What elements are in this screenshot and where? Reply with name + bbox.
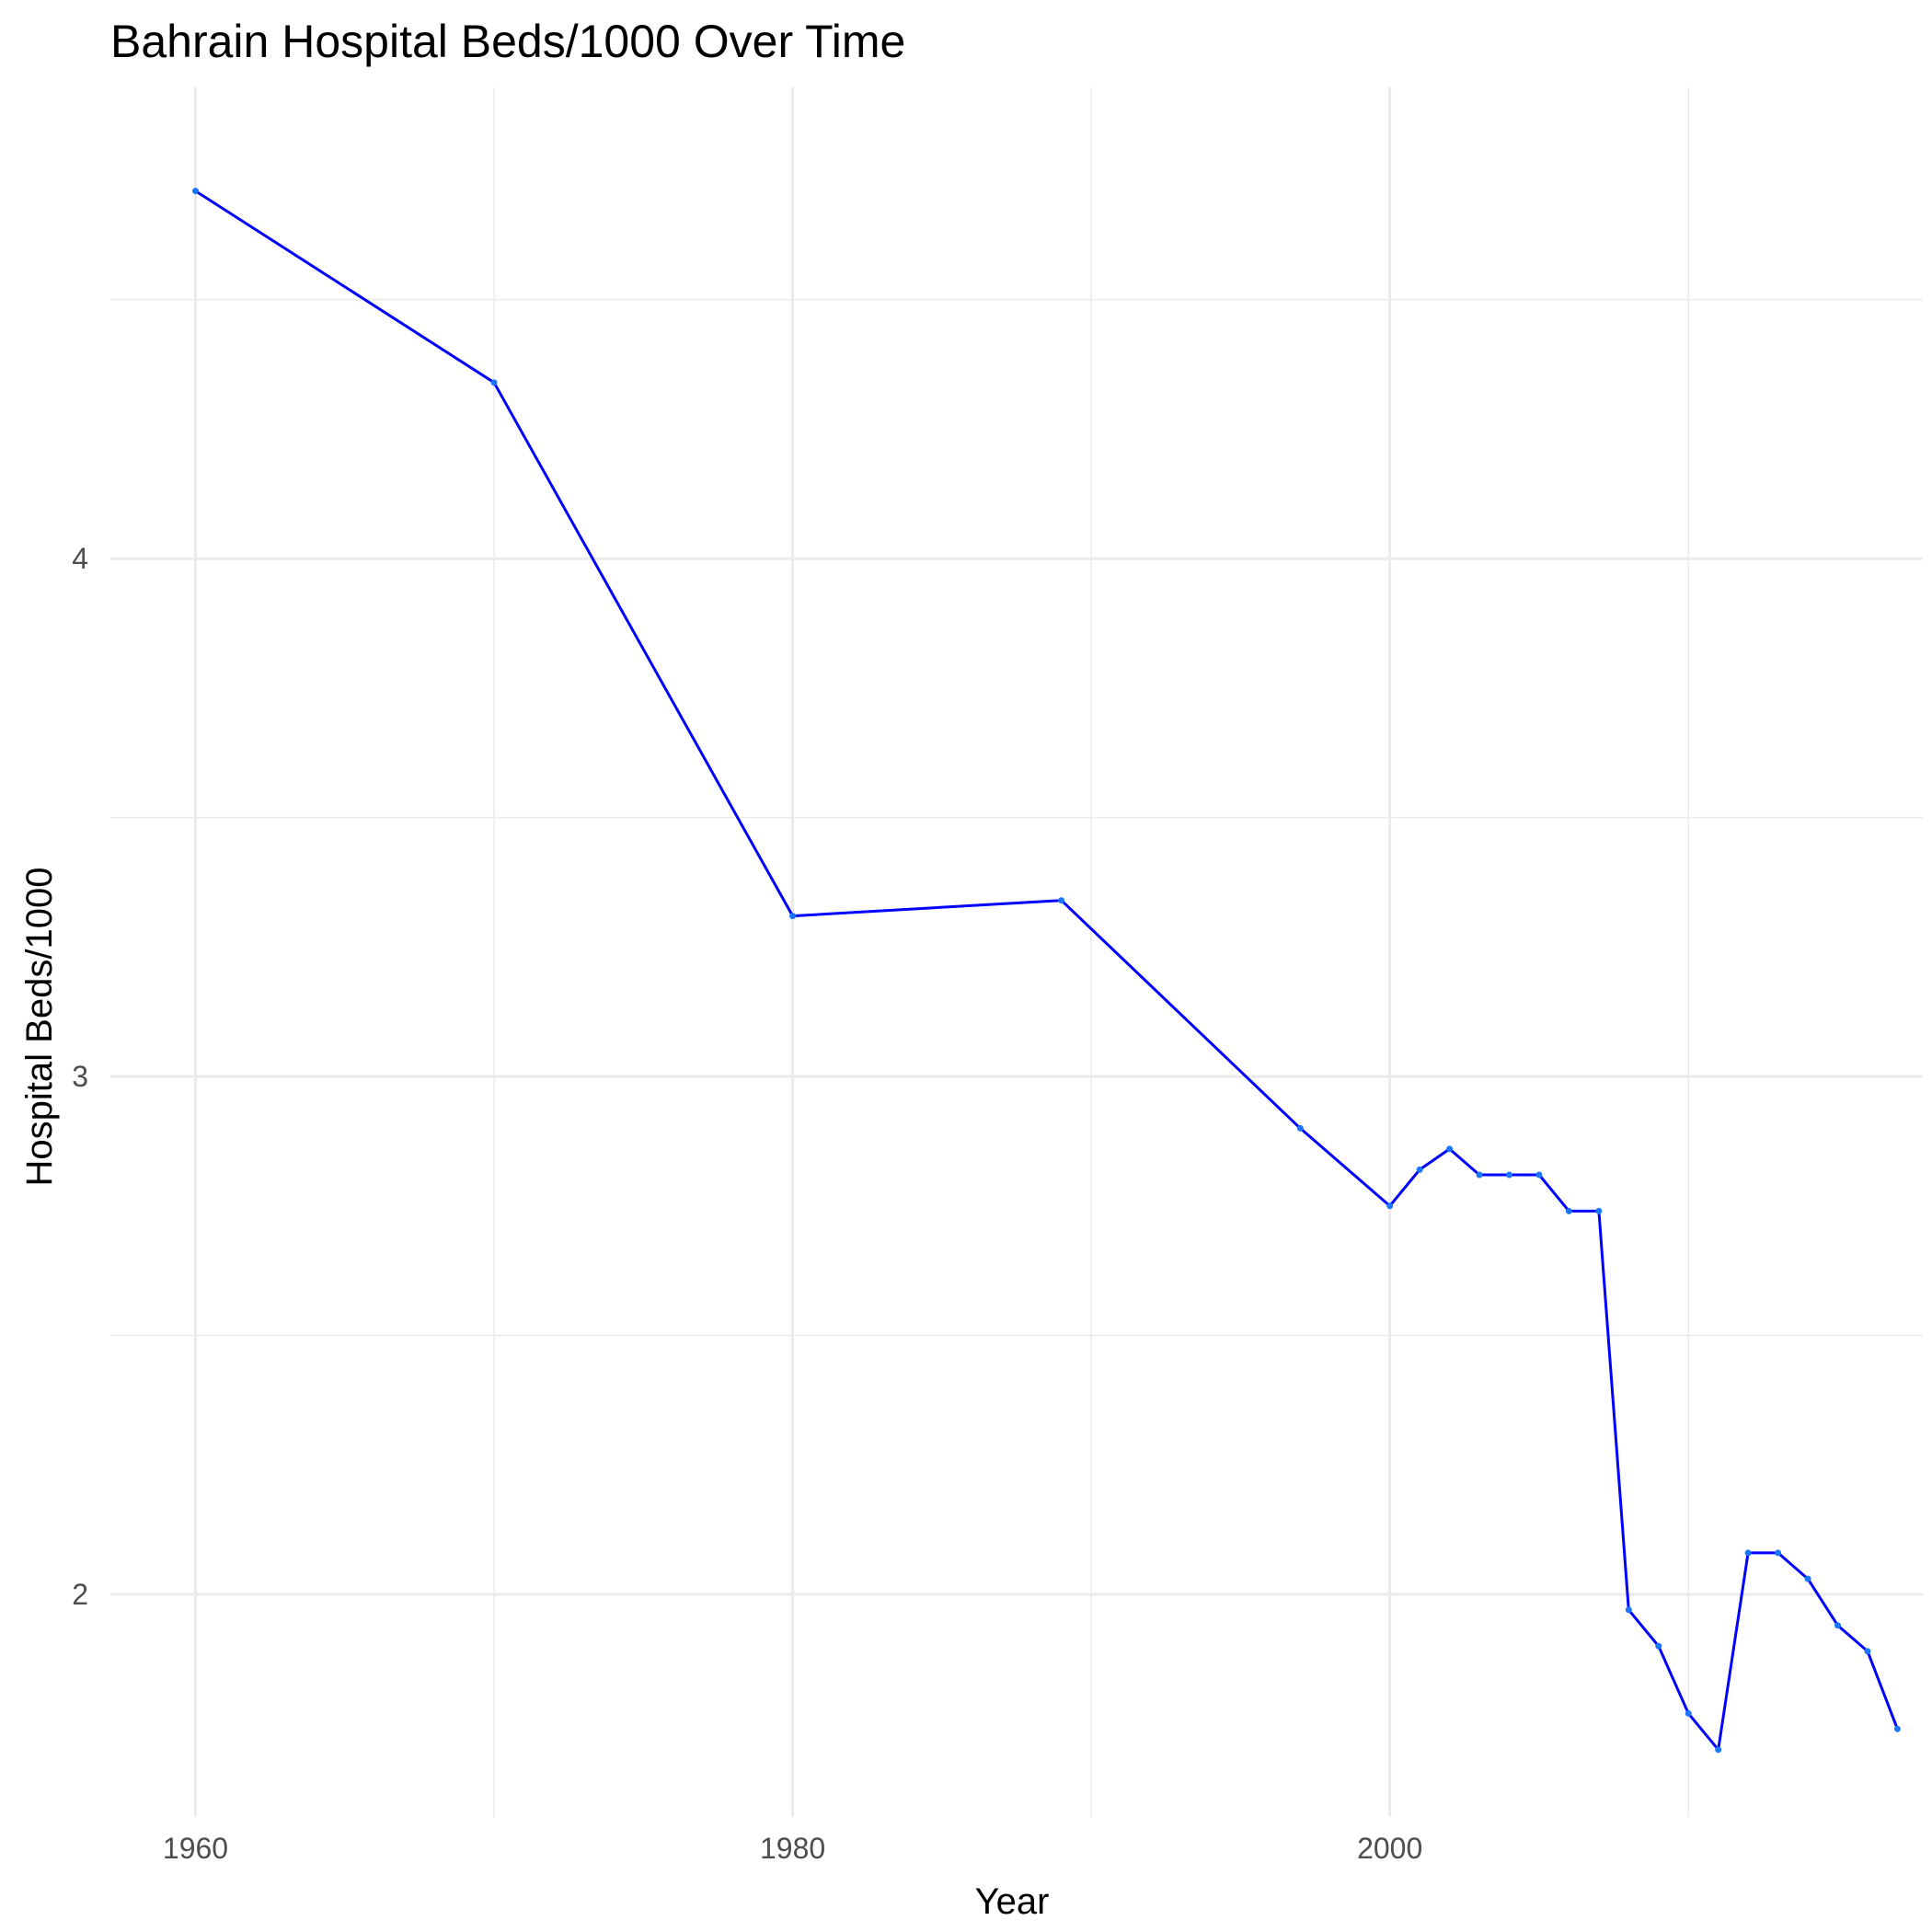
data-point (490, 379, 498, 386)
data-point (1625, 1606, 1632, 1614)
series-line (194, 190, 1899, 1752)
data-point (1446, 1145, 1454, 1153)
data-point (1834, 1622, 1842, 1629)
data-point (1864, 1648, 1871, 1655)
data-point (1386, 1202, 1394, 1210)
data-point (191, 188, 199, 195)
data-point (1476, 1171, 1483, 1179)
data-point (1565, 1207, 1572, 1214)
series-group (191, 188, 1901, 1754)
y-tick-label: 4 (72, 542, 88, 575)
x-axis-title: Year (975, 1881, 1050, 1922)
x-tick-label: 2000 (1357, 1832, 1422, 1865)
data-point (1506, 1171, 1513, 1179)
data-point (1715, 1746, 1722, 1754)
data-point (1775, 1549, 1782, 1557)
x-tick-label: 1960 (163, 1832, 228, 1865)
grid (110, 87, 1923, 1817)
data-point (1058, 897, 1065, 904)
data-point (1416, 1166, 1423, 1173)
chart-title: Bahrain Hospital Beds/1000 Over Time (110, 16, 905, 67)
data-point (1655, 1642, 1662, 1650)
ticks-group: 1960 1980 2000 2 3 4 (72, 542, 1422, 1865)
data-point (1685, 1709, 1692, 1717)
x-tick-label: 1980 (760, 1832, 825, 1865)
y-tick-label: 2 (72, 1578, 88, 1611)
y-tick-label: 3 (72, 1060, 88, 1093)
data-point (1296, 1124, 1304, 1132)
y-axis-title: Hospital Beds/1000 (19, 868, 60, 1187)
data-point (1893, 1725, 1901, 1732)
data-point (1535, 1171, 1543, 1179)
data-point (1595, 1207, 1603, 1214)
data-point (789, 913, 797, 920)
data-point (1804, 1575, 1811, 1582)
data-point (1744, 1549, 1752, 1557)
